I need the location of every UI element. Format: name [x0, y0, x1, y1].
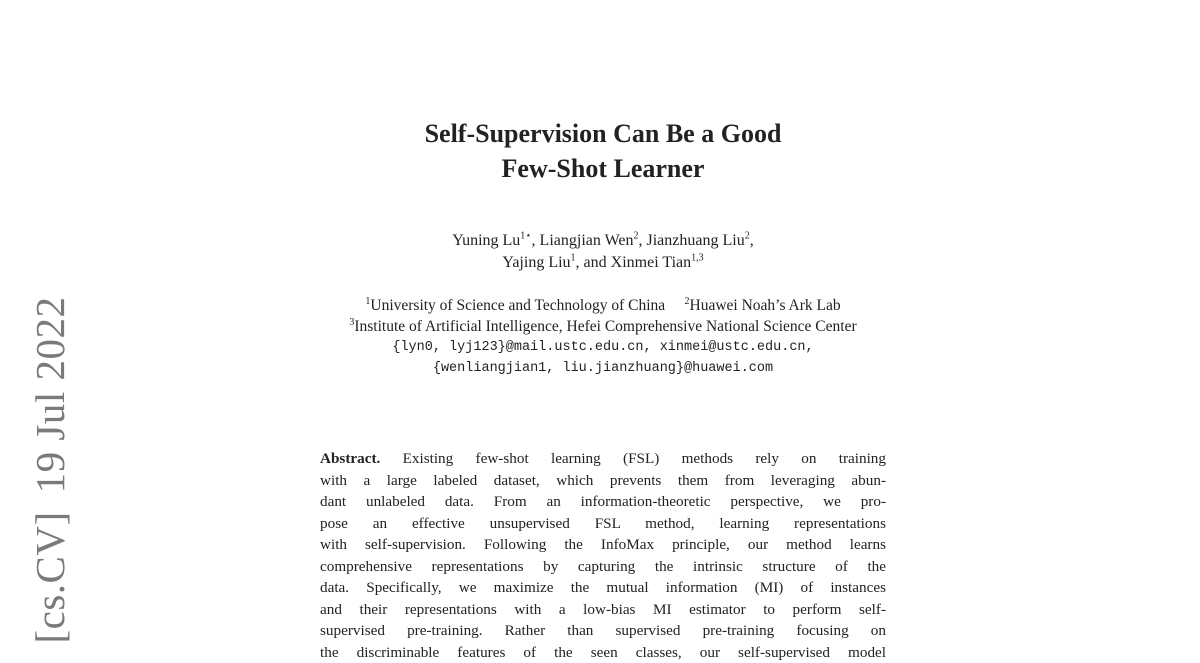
abstract-line: and their representations with a low-bia…	[320, 599, 886, 621]
author-line-1: Yuning Lu1⋆, Liangjian Wen2, Jianzhuang …	[0, 230, 1200, 252]
abstract-heading: Abstract.	[320, 450, 380, 467]
author-name: Yuning Lu	[452, 232, 520, 249]
abstract-line: comprehensive representations by capturi…	[320, 556, 886, 578]
affiliation: Institute of Artificial Intelligence, He…	[354, 318, 856, 335]
arxiv-category: [cs.CV]	[27, 511, 73, 643]
abstract-text: Existing few-shot learning (FSL) methods…	[403, 450, 886, 467]
author-name: Yajing Liu	[502, 254, 570, 271]
affiliation-line-1: 1University of Science and Technology of…	[0, 295, 1200, 316]
abstract-line: with self-supervision. Following the Inf…	[320, 534, 886, 556]
affiliation-line-2: 3Institute of Artificial Intelligence, H…	[0, 316, 1200, 337]
author-list: Yuning Lu1⋆, Liangjian Wen2, Jianzhuang …	[0, 230, 1200, 274]
author-name: Liangjian Wen	[540, 232, 634, 249]
author-conjunction: and	[584, 254, 607, 271]
author-sup: 1	[571, 253, 576, 264]
affiliation: Huawei Noah’s Ark Lab	[690, 297, 841, 314]
author-sup: 2	[745, 231, 750, 242]
affiliation: University of Science and Technology of …	[370, 297, 665, 314]
abstract: Abstract. Existing few-shot learning (FS…	[320, 448, 886, 663]
author-line-2: Yajing Liu1, and Xinmei Tian1,3	[0, 252, 1200, 274]
email-line-2: {wenliangjian1, liu.jianzhuang}@huawei.c…	[0, 358, 1200, 379]
author-sup: 2	[634, 231, 639, 242]
abstract-line: dant unlabeled data. From an information…	[320, 491, 886, 513]
title-line-2: Few-Shot Learner	[0, 151, 1200, 186]
author-name: Xinmei Tian	[611, 254, 691, 271]
abstract-line: pose an effective unsupervised FSL metho…	[320, 513, 886, 535]
paper-title: Self-Supervision Can Be a Good Few-Shot …	[0, 116, 1200, 186]
author-sup: 1⋆	[520, 231, 531, 242]
abstract-line: Abstract. Existing few-shot learning (FS…	[320, 448, 886, 470]
email-line-1: {lyn0, lyj123}@mail.ustc.edu.cn, xinmei@…	[0, 337, 1200, 358]
author-name: Jianzhuang Liu	[647, 232, 745, 249]
title-line-1: Self-Supervision Can Be a Good	[0, 116, 1200, 151]
abstract-line: with a large labeled dataset, which prev…	[320, 470, 886, 492]
abstract-line: data. Specifically, we maximize the mutu…	[320, 577, 886, 599]
author-sup: 1,3	[691, 253, 704, 264]
affiliations: 1University of Science and Technology of…	[0, 295, 1200, 379]
abstract-line: the discriminable features of the seen c…	[320, 642, 886, 663]
abstract-line: supervised pre-training. Rather than sup…	[320, 620, 886, 642]
